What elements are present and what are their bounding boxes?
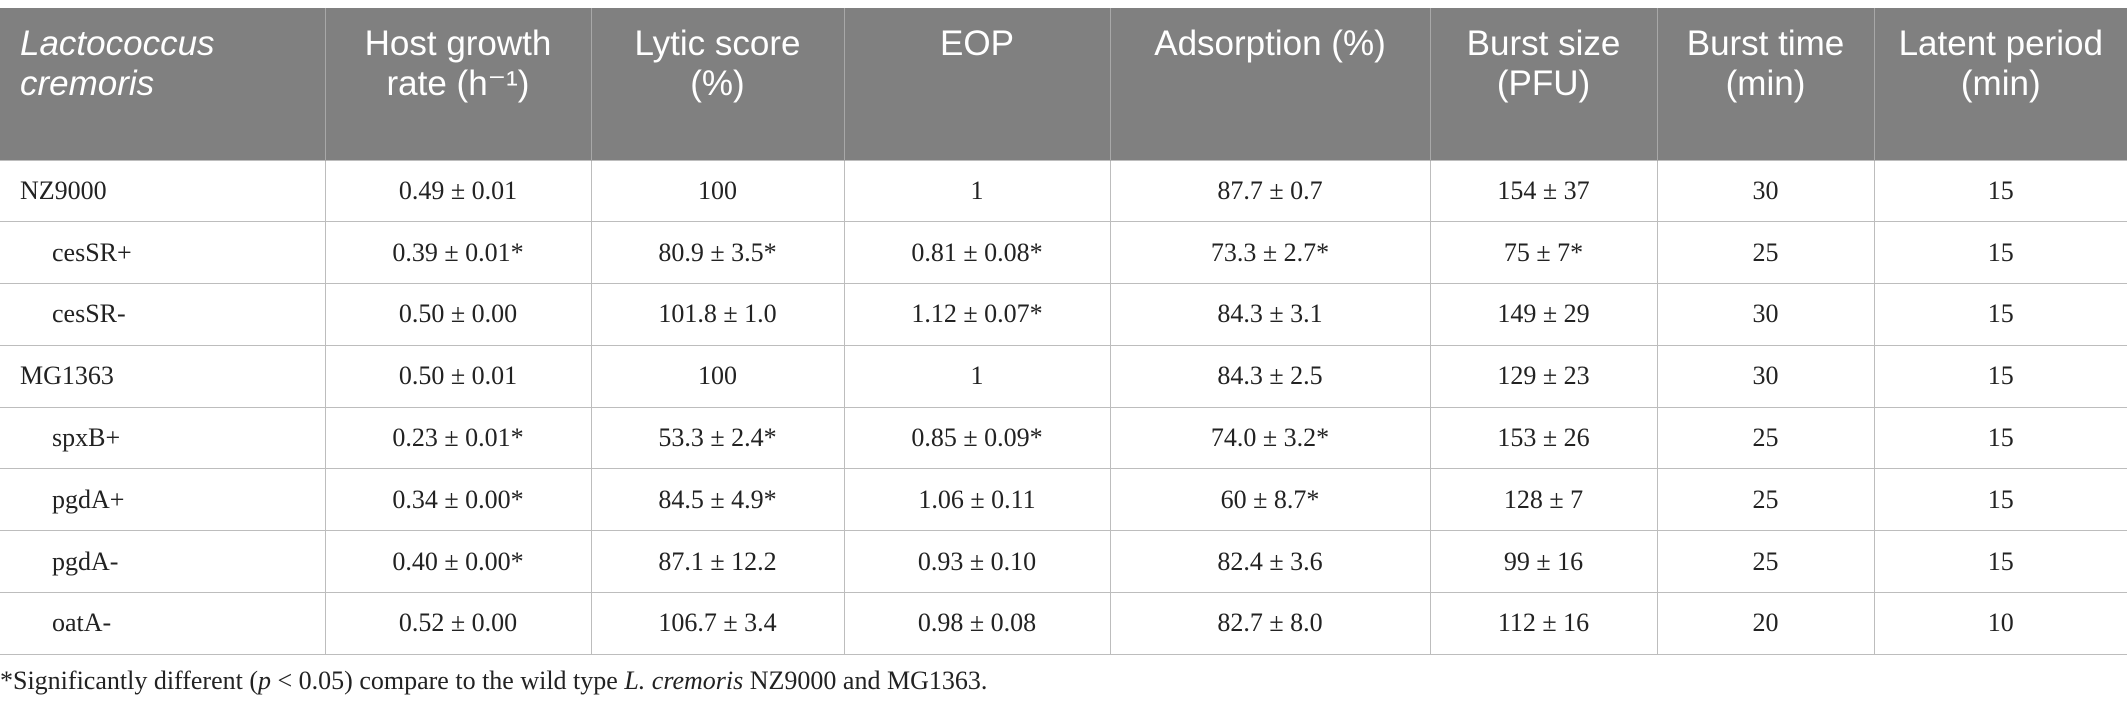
growth-rate-cell: 0.34 ± 0.00* [324,468,591,531]
latent-period-cell: 15 [1873,406,2127,469]
footnote-prefix: *Significantly different ( [0,666,259,695]
eop-cell: 0.98 ± 0.08 [843,592,1110,655]
adsorption-cell: 84.3 ± 2.5 [1109,344,1430,408]
table-row: cesSR- 0.50 ± 0.00 101.8 ± 1.0 1.12 ± 0.07*… [0,283,2127,346]
header-lytic-score: Lytic score (%) [590,8,844,160]
growth-rate-cell: 0.23 ± 0.01* [324,406,591,469]
strain-cell: spxB+ [0,406,325,469]
strain-cell: cesSR- [0,283,325,346]
burst-size-cell: 75 ± 7* [1429,221,1657,284]
table-row: cesSR+ 0.39 ± 0.01* 80.9 ± 3.5* 0.81 ± 0.08… [0,221,2127,284]
burst-time-cell: 25 [1656,221,1874,284]
latent-period-cell: 15 [1873,221,2127,284]
footnote-p: p [258,666,272,695]
table-row: spxB+ 0.23 ± 0.01* 53.3 ± 2.4* 0.85 ± 0.09*… [0,406,2127,469]
growth-rate-cell: 0.49 ± 0.01 [324,159,591,222]
footnote-condition: < 0.05) compare to the wild type [271,666,625,695]
burst-time-cell: 30 [1656,283,1874,346]
burst-time-cell: 25 [1656,530,1874,593]
eop-cell: 0.81 ± 0.08* [843,221,1110,284]
adsorption-cell: 73.3 ± 2.7* [1109,221,1430,284]
lytic-score-cell: 80.9 ± 3.5* [590,221,844,284]
burst-size-cell: 112 ± 16 [1429,592,1657,655]
footnote-species: L. cremoris [624,666,744,695]
footnote-suffix: NZ9000 and MG1363. [743,666,988,695]
adsorption-cell: 60 ± 8.7* [1109,468,1430,531]
burst-size-cell: 154 ± 37 [1429,159,1657,222]
strain-cell: MG1363 [0,344,325,408]
header-burst-time: Burst time (min) [1656,8,1874,160]
eop-cell: 1.12 ± 0.07* [843,283,1110,346]
strain-cell: NZ9000 [0,159,325,222]
table-body: NZ9000 0.49 ± 0.01 100 1 87.7 ± 0.7 154 ± 37 3… [0,159,2127,655]
header-growth-rate: Host growth rate (h⁻¹) [324,8,591,160]
burst-time-cell: 20 [1656,592,1874,655]
burst-time-cell: 25 [1656,468,1874,531]
burst-time-cell: 30 [1656,159,1874,222]
strain-cell: cesSR+ [0,221,325,284]
burst-size-cell: 153 ± 26 [1429,406,1657,469]
lytic-score-cell: 100 [590,344,844,408]
eop-cell: 1 [843,344,1110,408]
header-adsorption: Adsorption (%) [1109,8,1430,160]
data-table-container: Lactococcus cremoris Host growth rate (h… [0,8,2127,655]
adsorption-cell: 74.0 ± 3.2* [1109,406,1430,469]
burst-time-cell: 30 [1656,344,1874,408]
adsorption-cell: 87.7 ± 0.7 [1109,159,1430,222]
burst-size-cell: 128 ± 7 [1429,468,1657,531]
growth-rate-cell: 0.52 ± 0.00 [324,592,591,655]
strain-cell: pgdA+ [0,468,325,531]
eop-cell: 1 [843,159,1110,222]
latent-period-cell: 15 [1873,344,2127,408]
latent-period-cell: 15 [1873,159,2127,222]
adsorption-cell: 84.3 ± 3.1 [1109,283,1430,346]
burst-size-cell: 99 ± 16 [1429,530,1657,593]
latent-period-cell: 15 [1873,283,2127,346]
table-row: NZ9000 0.49 ± 0.01 100 1 87.7 ± 0.7 154 ± 37 3… [0,159,2127,222]
table-row: oatA- 0.52 ± 0.00 106.7 ± 3.4 0.98 ± 0.08 82… [0,592,2127,655]
header-burst-size: Burst size (PFU) [1429,8,1657,160]
adsorption-cell: 82.7 ± 8.0 [1109,592,1430,655]
growth-rate-cell: 0.39 ± 0.01* [324,221,591,284]
eop-cell: 1.06 ± 0.11 [843,468,1110,531]
burst-size-cell: 129 ± 23 [1429,344,1657,408]
burst-size-cell: 149 ± 29 [1429,283,1657,346]
header-strain: Lactococcus cremoris [0,8,325,160]
growth-rate-cell: 0.40 ± 0.00* [324,530,591,593]
header-latent-period: Latent period (min) [1873,8,2127,160]
lytic-score-cell: 100 [590,159,844,222]
burst-time-cell: 25 [1656,406,1874,469]
header-eop: EOP [843,8,1110,160]
latent-period-cell: 15 [1873,468,2127,531]
lytic-score-cell: 106.7 ± 3.4 [590,592,844,655]
growth-rate-cell: 0.50 ± 0.00 [324,283,591,346]
growth-rate-cell: 0.50 ± 0.01 [324,344,591,408]
latent-period-cell: 10 [1873,592,2127,655]
eop-cell: 0.93 ± 0.10 [843,530,1110,593]
eop-cell: 0.85 ± 0.09* [843,406,1110,469]
strain-cell: pgdA- [0,530,325,593]
strain-cell: oatA- [0,592,325,655]
adsorption-cell: 82.4 ± 3.6 [1109,530,1430,593]
phage-host-table: Lactococcus cremoris Host growth rate (h… [0,8,2127,655]
table-row: pgdA- 0.40 ± 0.00* 87.1 ± 12.2 0.93 ± 0.10 8… [0,530,2127,593]
table-row: MG1363 0.50 ± 0.01 100 1 84.3 ± 2.5 129 ± 23 3… [0,344,2127,408]
lytic-score-cell: 101.8 ± 1.0 [590,283,844,346]
lytic-score-cell: 53.3 ± 2.4* [590,406,844,469]
lytic-score-cell: 87.1 ± 12.2 [590,530,844,593]
lytic-score-cell: 84.5 ± 4.9* [590,468,844,531]
table-row: pgdA+ 0.34 ± 0.00* 84.5 ± 4.9* 1.06 ± 0.11 6… [0,468,2127,531]
latent-period-cell: 15 [1873,530,2127,593]
table-footnote: *Significantly different (p < 0.05) comp… [0,666,987,696]
header-row: Lactococcus cremoris Host growth rate (h… [0,8,2127,160]
